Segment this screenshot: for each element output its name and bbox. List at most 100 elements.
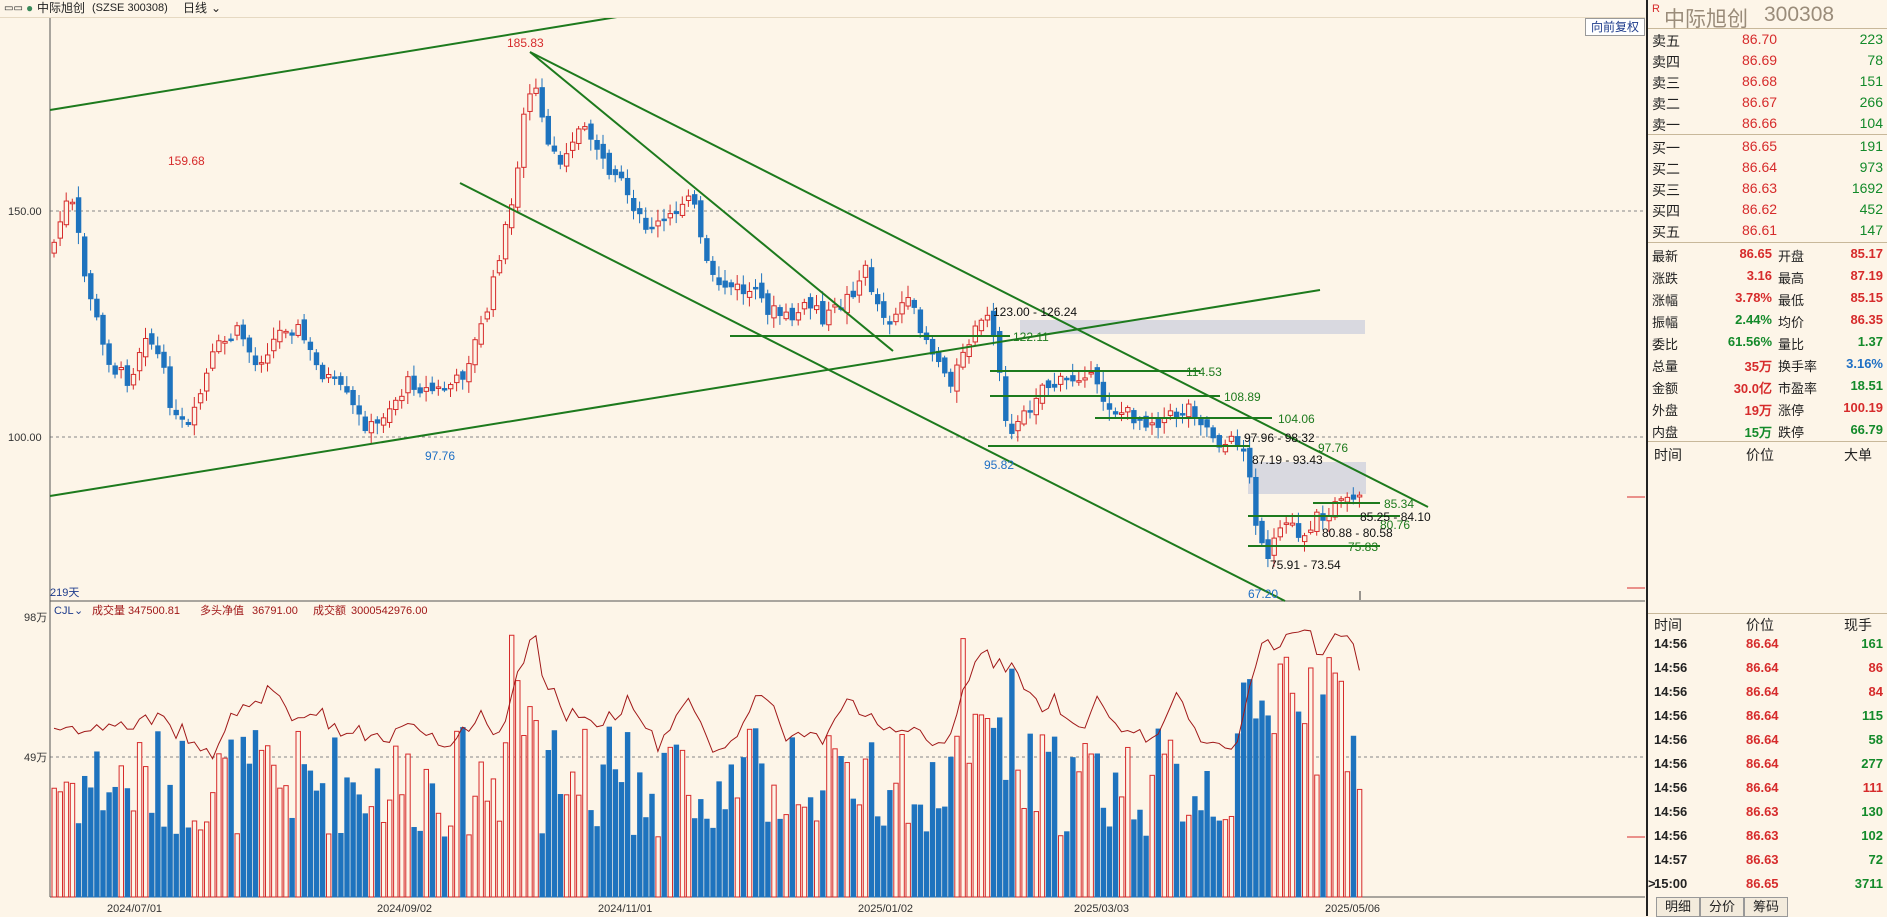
volume-bar [1302, 723, 1308, 898]
tick-price: 86.65 [1746, 876, 1779, 891]
candle-body [966, 344, 972, 358]
volume-bar [466, 834, 472, 898]
chevron-down-icon[interactable]: ⌄ [74, 605, 83, 617]
volume-bar [624, 732, 631, 898]
candle-body [307, 341, 314, 351]
candle-body [1241, 448, 1247, 452]
candle-body [301, 319, 308, 341]
volume-bar [1100, 807, 1107, 898]
tab-chips[interactable]: 筹码 [1744, 897, 1788, 917]
candle-body [149, 333, 155, 345]
volume-bar [1119, 796, 1125, 898]
tab-detail[interactable]: 明细 [1656, 897, 1700, 917]
indicator-selector[interactable]: CJL [54, 605, 74, 617]
ask-volume: 78 [1867, 52, 1883, 68]
candle-body [1112, 411, 1119, 415]
tab-chips-label[interactable]: 筹码 [1752, 899, 1779, 914]
tab-price-distribution[interactable]: 分价 [1700, 897, 1744, 917]
volume-bar [1033, 811, 1039, 898]
candle-body [1137, 418, 1143, 421]
adjust-button[interactable]: 向前复权 [1585, 18, 1645, 36]
date-tick: 2025/01/02 [858, 903, 913, 915]
volume-bar [612, 769, 619, 898]
adjust-button-label[interactable]: 向前复权 [1590, 20, 1639, 34]
tick-price: 86.64 [1746, 708, 1779, 723]
tick-volume: 115 [1862, 708, 1883, 723]
candle-body [356, 405, 362, 415]
candle-body [338, 376, 344, 385]
volume-bar [1350, 735, 1357, 898]
candle-body [643, 217, 649, 230]
candle-body [222, 340, 228, 344]
volume-bar [643, 817, 649, 898]
stat-row: 金额 30.0亿 市盈率 18.51 [1648, 376, 1887, 397]
volume-bar [185, 827, 192, 898]
candle-body [624, 177, 631, 196]
tick-time: 14:56 [1654, 684, 1688, 699]
bid-row: 买四 86.62 452 [1648, 199, 1887, 220]
volume-bar [313, 790, 320, 898]
candle-body [75, 197, 82, 233]
kline-chart-area[interactable]: 159.68 185.83 97.76 95.82 67.20 123.00 -… [0, 0, 1645, 916]
candle-body [1253, 476, 1259, 526]
stat-label: 总量 [1652, 359, 1679, 374]
stat-row: 最新 86.65 开盘 85.17 [1648, 244, 1887, 265]
stat-label: 外盘 [1652, 403, 1679, 418]
volume-bar [1076, 771, 1082, 898]
ask-row: 卖一 86.66 104 [1648, 113, 1887, 134]
stat-label: 涨跌 [1652, 271, 1679, 286]
window-icon[interactable]: ▭▭ [4, 3, 23, 14]
candle-body [1283, 522, 1290, 525]
label-low-1: 97.76 [425, 449, 455, 463]
volume-bar [179, 740, 186, 898]
candle-body [814, 305, 820, 311]
ask-label: 卖三 [1652, 75, 1680, 91]
bid-volume: 1692 [1851, 180, 1883, 196]
volume-bar [1173, 763, 1180, 898]
candlesticks [51, 78, 1363, 568]
volume-bar [1167, 739, 1174, 898]
candle-body [1204, 419, 1210, 428]
volume-bar [496, 820, 503, 898]
volume-bar [1314, 774, 1320, 898]
volume-bar [1192, 796, 1198, 898]
candle-body [246, 337, 253, 353]
ask-price: 86.70 [1742, 31, 1778, 47]
volume-bar [1234, 733, 1241, 898]
candle-body [978, 319, 985, 332]
tab-price-distribution-label[interactable]: 分价 [1708, 899, 1735, 914]
candle-body [1222, 443, 1229, 453]
stat-row: 涨幅 3.78% 最低 85.15 [1648, 288, 1887, 309]
volume-bar [441, 836, 448, 898]
candle-body [582, 126, 588, 130]
candle-body [783, 311, 789, 320]
volume-bar [1216, 820, 1222, 898]
stat-value: 15万 [1744, 425, 1772, 440]
volume-bar [155, 731, 161, 898]
tab-detail-label[interactable]: 明细 [1664, 899, 1691, 914]
volume-bar [887, 790, 893, 898]
candle-body [234, 325, 240, 336]
stat-value-2: 100.19 [1843, 400, 1883, 415]
volume-bar [716, 781, 722, 898]
candle-body [423, 387, 430, 392]
volume-bar [197, 829, 204, 898]
stat-value: 86.65 [1739, 246, 1772, 261]
label-level-1: 122.11 [1013, 330, 1049, 344]
volume-bar [228, 739, 234, 898]
volume-bar [1222, 819, 1229, 898]
chevron-down-icon[interactable]: ⌄ [211, 1, 222, 15]
stat-value-2: 66.79 [1850, 422, 1883, 437]
candle-body [1100, 381, 1107, 402]
volume-bar [923, 831, 930, 898]
candle-body [484, 311, 491, 320]
period-selector[interactable]: 日线 [183, 1, 208, 15]
kline-chart[interactable]: 159.68 185.83 97.76 95.82 67.20 123.00 -… [0, 0, 1645, 916]
volume-bar [972, 713, 978, 898]
stat-value: 2.44% [1735, 312, 1772, 327]
candle-body [850, 290, 856, 298]
stat-value: 3.78% [1735, 290, 1772, 305]
candle-body [1051, 383, 1058, 388]
volume-bar [1009, 668, 1015, 898]
volume-bar [191, 820, 198, 898]
